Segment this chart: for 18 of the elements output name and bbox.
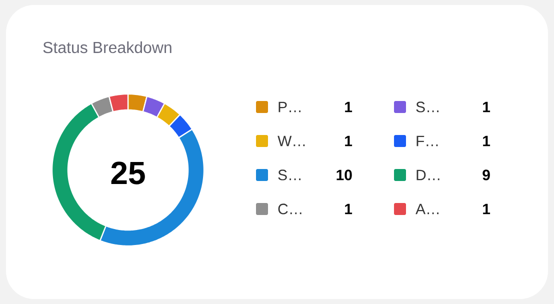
data-label: 1 <box>483 136 490 146</box>
legend-label: P… <box>278 102 300 112</box>
data-label: 10 <box>336 170 352 180</box>
legend-label: A… <box>416 204 438 214</box>
data-label: 1 <box>345 204 352 214</box>
legend-label: W… <box>278 136 305 146</box>
legend-label: C… <box>278 204 302 214</box>
data-label: 1 <box>483 204 490 214</box>
text: 25 <box>111 162 145 184</box>
data-label: 9 <box>482 170 490 180</box>
data-label: 1 <box>345 136 352 146</box>
legend-label: D… <box>416 170 440 180</box>
legend-label: F… <box>416 136 438 146</box>
chart-title: Status Breakdown <box>43 41 172 54</box>
legend-label: S… <box>278 170 300 180</box>
legend-label: S… <box>416 102 438 112</box>
data-label: 1 <box>345 102 352 112</box>
data-label: 1 <box>483 102 490 112</box>
